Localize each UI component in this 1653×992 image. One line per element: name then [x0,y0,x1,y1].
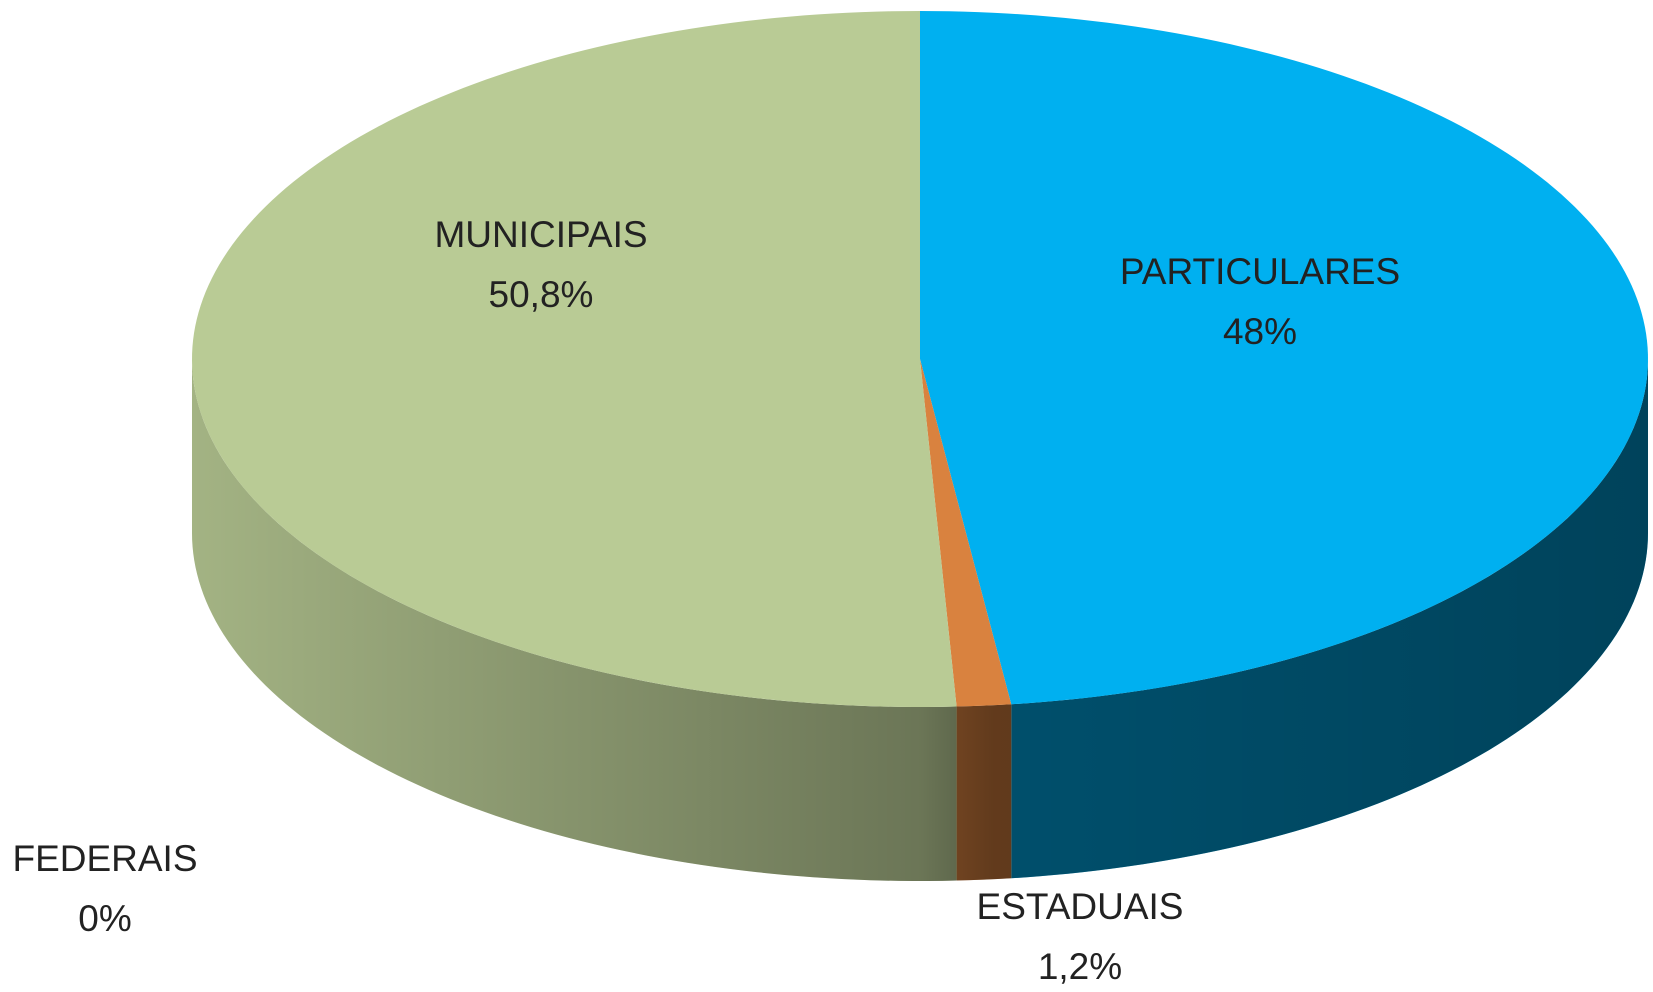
slice-side-shade [1011,359,1648,879]
slice-label: FEDERAIS [12,838,197,879]
slice-side-shade [956,704,1012,881]
slice-label: PARTICULARES [1120,251,1400,292]
slice [920,359,1012,707]
slice-value-label: 50,8% [489,274,594,315]
slice-side-shade [192,359,957,881]
slice-value-label: 1,2% [1038,946,1122,987]
slice [920,11,1648,705]
slice-label: ESTADUAIS [977,886,1184,927]
slice [192,11,957,707]
slice-value-label: 0% [78,898,131,939]
slice-value-label: 48% [1223,311,1297,352]
slice-label: MUNICIPAIS [434,214,647,255]
